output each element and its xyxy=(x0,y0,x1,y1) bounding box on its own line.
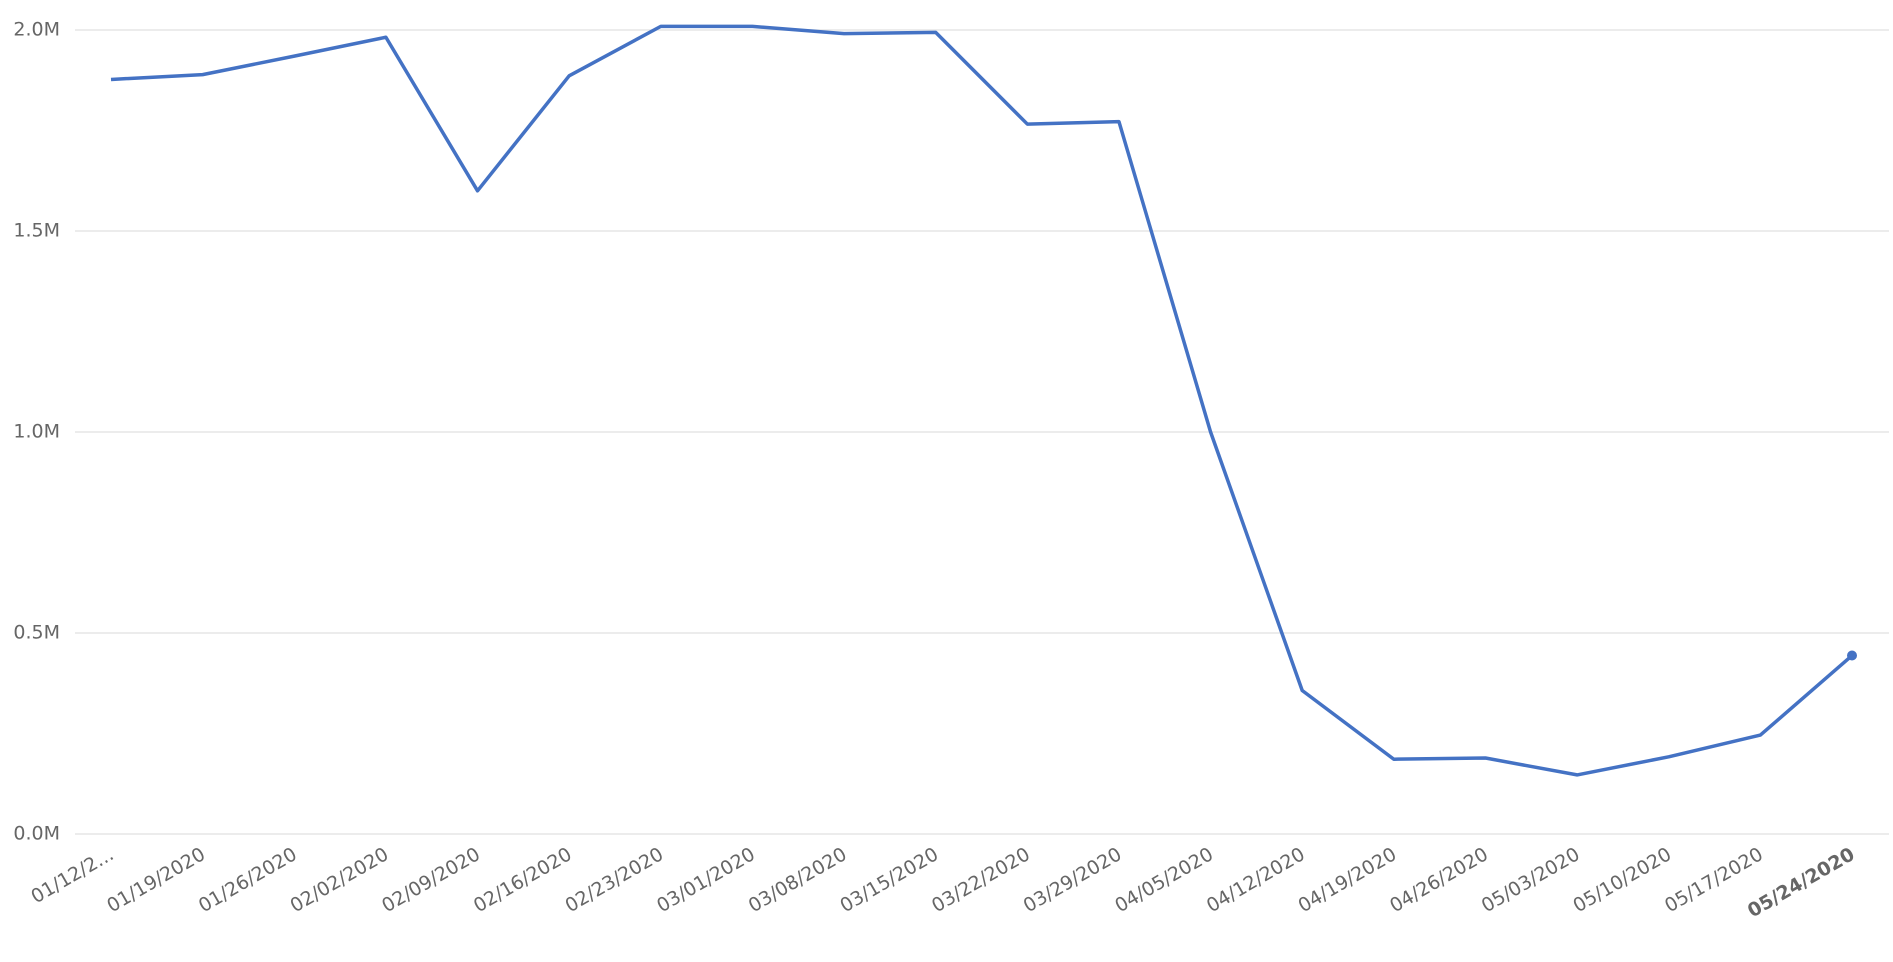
x-tick-label: 03/08/2020 xyxy=(745,843,851,917)
x-tick-label: 03/01/2020 xyxy=(653,843,759,917)
x-tick-label: 04/05/2020 xyxy=(1111,843,1217,917)
x-tick-label: 05/03/2020 xyxy=(1478,843,1584,917)
y-tick-label: 0.5M xyxy=(13,622,60,644)
y-tick-label: 1.5M xyxy=(13,220,60,242)
x-tick-label: 05/10/2020 xyxy=(1569,843,1675,917)
x-tick-label: 02/02/2020 xyxy=(287,843,393,917)
x-tick-label: 03/29/2020 xyxy=(1020,843,1126,917)
y-tick-label: 1.0M xyxy=(13,421,60,443)
x-tick-label: 02/16/2020 xyxy=(470,843,576,917)
y-tick-label: 2.0M xyxy=(13,19,60,41)
x-tick-label: 02/09/2020 xyxy=(378,843,484,917)
y-tick-label: 0.0M xyxy=(13,823,60,845)
x-tick-label: 03/22/2020 xyxy=(928,843,1034,917)
x-tick-label: 04/12/2020 xyxy=(1203,843,1309,917)
last-point xyxy=(1847,650,1857,661)
x-tick-label: 02/23/2020 xyxy=(561,843,667,917)
x-tick-label: 01/26/2020 xyxy=(195,843,301,917)
x-tick-label: 04/26/2020 xyxy=(1386,843,1492,917)
x-tick-label: 04/19/2020 xyxy=(1294,843,1400,917)
x-tick-label: 03/15/2020 xyxy=(836,843,942,917)
x-tick-label: 01/19/2020 xyxy=(103,843,209,917)
line xyxy=(110,24,1854,777)
